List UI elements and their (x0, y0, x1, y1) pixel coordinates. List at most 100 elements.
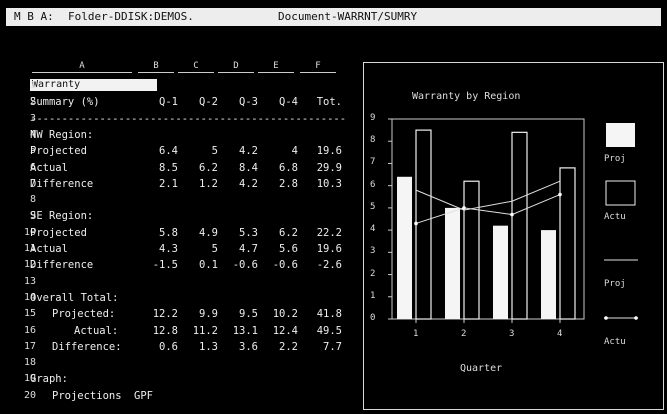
row-label[interactable]: Projections (52, 389, 122, 402)
row-label[interactable]: Actual (30, 161, 68, 174)
cell-value[interactable]: 10.3 (316, 177, 342, 190)
row-number[interactable]: 4 (29, 128, 36, 140)
cell-value[interactable]: 6.2 (199, 161, 218, 174)
cell-value[interactable]: Tot. (316, 96, 342, 109)
cell-value[interactable]: Q-4 (279, 96, 298, 109)
cell-value[interactable]: 4.2 (239, 177, 258, 190)
row-label[interactable]: NW Region: (30, 128, 94, 141)
legend-label: Actu (604, 212, 626, 222)
cell-editor[interactable]: Warranty (30, 79, 157, 91)
row-number[interactable]: 11 (24, 243, 37, 254)
cell-value[interactable]: 12.8 (152, 324, 178, 337)
row-label[interactable]: ----------------------------------------… (30, 112, 347, 125)
column-header-a[interactable]: A (32, 60, 132, 73)
legend-label: Actu (604, 337, 626, 347)
cell-value[interactable]: 29.9 (316, 161, 342, 174)
cell-value[interactable]: 1.2 (199, 177, 218, 190)
column-header-d[interactable]: D (218, 60, 254, 73)
row-number[interactable]: 19 (24, 373, 37, 385)
cell-value[interactable]: 2.2 (279, 340, 298, 353)
row-label[interactable]: Projected (30, 226, 87, 239)
row-number[interactable]: 16 (24, 324, 37, 336)
cell-value[interactable]: 4.2 (239, 145, 258, 158)
cell-value[interactable]: 7.7 (323, 340, 342, 353)
row-number[interactable]: 9 (29, 210, 36, 222)
row-number[interactable]: 18 (24, 357, 37, 369)
row-number[interactable]: 3 (29, 112, 36, 124)
row-label[interactable]: Difference (30, 259, 94, 272)
row-label[interactable]: Graph: (30, 373, 68, 386)
chart-window[interactable]: Warranty by Region 0 1 2 3 4 5 6 7 8 9 1 2 3 4 Quart… (363, 62, 664, 410)
cell-value[interactable]: 4.3 (159, 243, 178, 255)
column-header-f[interactable]: F (300, 60, 336, 73)
row-number[interactable]: 14 (24, 291, 37, 303)
cell-value[interactable]: 0.6 (159, 340, 178, 353)
row-number[interactable]: 2 (29, 96, 36, 108)
row-number[interactable]: 15 (24, 308, 37, 320)
cell-value[interactable]: -0.6 (272, 259, 298, 272)
cell-value[interactable]: 10.2 (272, 308, 298, 321)
row-label[interactable]: Overall Total: (30, 291, 119, 304)
cell-value[interactable]: 8.4 (239, 161, 258, 174)
cell-value[interactable]: 4.9 (199, 226, 218, 239)
cell-value[interactable]: -0.6 (232, 259, 258, 272)
cell-value[interactable]: 0.1 (199, 259, 218, 272)
row-label[interactable]: Summary (%) (30, 96, 100, 109)
cell-value[interactable]: 6.4 (159, 145, 178, 158)
row-label[interactable]: Difference (30, 177, 94, 190)
app-prefix: M B A: (14, 10, 54, 23)
row-number[interactable]: 10 (24, 226, 37, 238)
cell-value[interactable]: 5 (211, 243, 218, 255)
row-number[interactable]: 7 (29, 177, 36, 189)
cell-value[interactable]: 5.3 (239, 226, 258, 239)
cell-value[interactable]: 8.5 (159, 161, 178, 174)
cell-value[interactable]: 41.8 (316, 308, 342, 321)
cell-value[interactable]: 12.2 (152, 308, 178, 321)
bar-actu (463, 180, 480, 320)
cell-value[interactable]: Q-1 (159, 96, 178, 109)
cell-value[interactable]: 11.2 (192, 324, 218, 337)
cell-value[interactable]: 1.3 (199, 340, 218, 353)
row-number[interactable]: 20 (24, 389, 37, 401)
row-number[interactable]: 17 (24, 340, 37, 352)
cell-value[interactable]: 4.7 (239, 243, 258, 255)
column-header-c[interactable]: C (178, 60, 214, 73)
cell-value[interactable]: 9.5 (239, 308, 258, 321)
cell-value[interactable]: 12.4 (272, 324, 298, 337)
cell-value[interactable]: 13.1 (232, 324, 258, 337)
cell-value[interactable]: 49.5 (316, 324, 342, 337)
row-label[interactable]: SE Region: (30, 210, 94, 223)
cell-value[interactable]: 2.1 (159, 177, 178, 190)
row-label[interactable]: Difference: (52, 340, 122, 353)
row-label[interactable]: Projected (30, 145, 87, 158)
cell-value[interactable]: 6.2 (279, 226, 298, 239)
column-header-b[interactable]: B (138, 60, 174, 73)
row-number[interactable]: 6 (29, 161, 36, 173)
row-label[interactable]: Projected: (52, 308, 116, 321)
cell-value[interactable]: 19.6 (316, 243, 342, 255)
bar-proj (493, 225, 508, 319)
cell-value[interactable]: GPF (134, 389, 153, 402)
cell-value[interactable]: 5.6 (279, 243, 298, 255)
cell-value[interactable]: Q-3 (239, 96, 258, 109)
row-number[interactable]: 13 (24, 275, 37, 287)
cell-value[interactable]: 5.8 (159, 226, 178, 239)
cell-value[interactable]: 5 (211, 145, 218, 158)
row-label[interactable]: Actual: (74, 324, 119, 337)
cell-value[interactable]: 9.9 (199, 308, 218, 321)
row-label[interactable]: Actual (30, 243, 68, 255)
cell-value[interactable]: 22.2 (316, 226, 342, 239)
cell-value[interactable]: 4 (291, 145, 298, 158)
cell-value[interactable]: 19.6 (316, 145, 342, 158)
row-number[interactable]: 5 (29, 145, 36, 157)
cell-value[interactable]: -1.5 (152, 259, 178, 272)
cell-value[interactable]: 3.6 (239, 340, 258, 353)
row-number[interactable]: 1 (29, 80, 36, 91)
cell-value[interactable]: Q-2 (199, 96, 218, 109)
cell-value[interactable]: 2.8 (279, 177, 298, 190)
column-header-e[interactable]: E (258, 60, 294, 73)
cell-value[interactable]: 6.8 (279, 161, 298, 174)
cell-value[interactable]: -2.6 (316, 259, 342, 272)
row-number[interactable]: 12 (24, 259, 37, 271)
row-number[interactable]: 8 (29, 194, 36, 206)
